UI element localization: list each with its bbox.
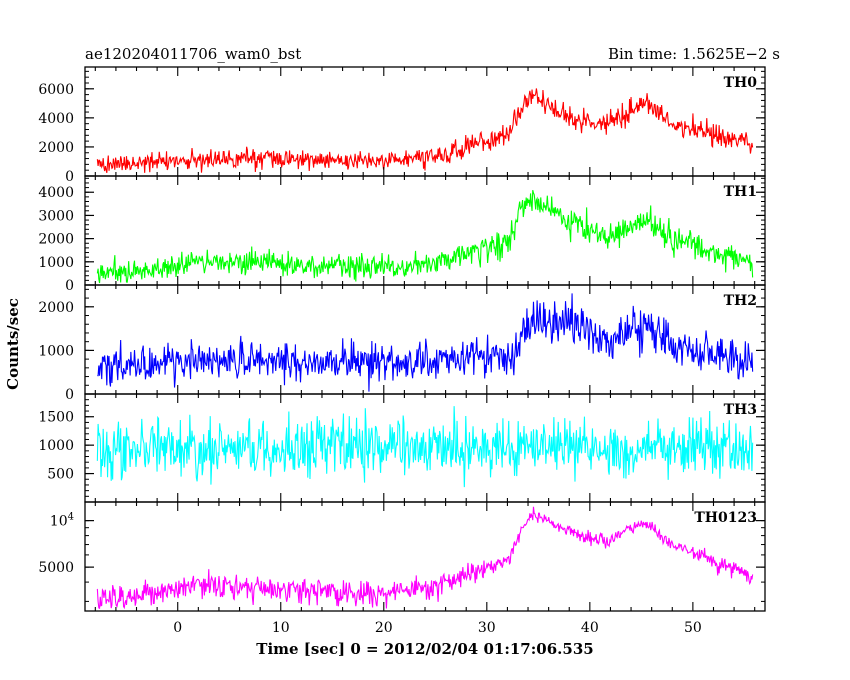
series-line-th0 (96, 88, 754, 173)
y-tick-label: 5000 (38, 560, 74, 576)
x-axis-label: Time [sec] 0 = 2012/02/04 01:17:06.535 (256, 640, 593, 658)
y-tick-label: 1000 (38, 438, 74, 454)
y-tick-label: 4000 (38, 185, 74, 201)
y-tick-label: 0 (65, 278, 74, 294)
panel-th0123: 5000 104 TH0123 (38, 501, 766, 612)
series-line-th0123 (96, 506, 754, 610)
x-tick-label: 50 (684, 620, 702, 636)
y-tick-label: 2000 (38, 140, 74, 156)
x-tick-label: 40 (581, 620, 599, 636)
panel-th3: 500 1000 1500 TH3 (38, 393, 766, 503)
panel-frame (84, 501, 766, 612)
y-tick-label: 4000 (38, 111, 74, 127)
panel-th0: 0 2000 4000 6000 TH0 (38, 66, 766, 185)
x-tick-label: 20 (375, 620, 393, 636)
panel-label-th0: TH0 (724, 75, 758, 91)
panel-label-th3: TH3 (724, 402, 757, 418)
y-tick-label: 500 (47, 467, 74, 483)
series-line-th1 (96, 189, 754, 284)
x-tick-label: 10 (272, 620, 290, 636)
y-axis-label: Counts/sec (4, 298, 22, 390)
x-tick-label: 0 (173, 620, 182, 636)
y-tick-label: 1000 (38, 343, 74, 359)
y-tick-label: 0 (65, 169, 74, 185)
panel-label-th1: TH1 (724, 184, 757, 200)
y-tick-label: 1000 (38, 255, 74, 271)
panel-label-th2: TH2 (724, 293, 757, 309)
y-tick-label: 1500 (38, 410, 74, 426)
y-tick-label: 2000 (38, 300, 74, 316)
y-tick-label: 104 (50, 512, 74, 530)
x-tick-label: 30 (478, 620, 496, 636)
series-line-th3 (96, 406, 754, 488)
chart-title: ae120204011706_wam0_bst (85, 45, 301, 63)
y-tick-label: 0 (65, 387, 74, 403)
panel-label-th0123: TH0123 (694, 510, 757, 526)
y-tick-label: 3000 (38, 208, 74, 224)
series-line-th2 (97, 293, 754, 392)
y-tick-label: 6000 (38, 82, 74, 98)
panel-th2: 0 1000 2000 TH2 (38, 284, 766, 403)
y-tick-label: 2000 (38, 232, 74, 248)
bin-time-label: Bin time: 1.5625E−2 s (608, 45, 780, 63)
panel-th1: 0 1000 2000 3000 4000 TH1 (38, 175, 766, 294)
